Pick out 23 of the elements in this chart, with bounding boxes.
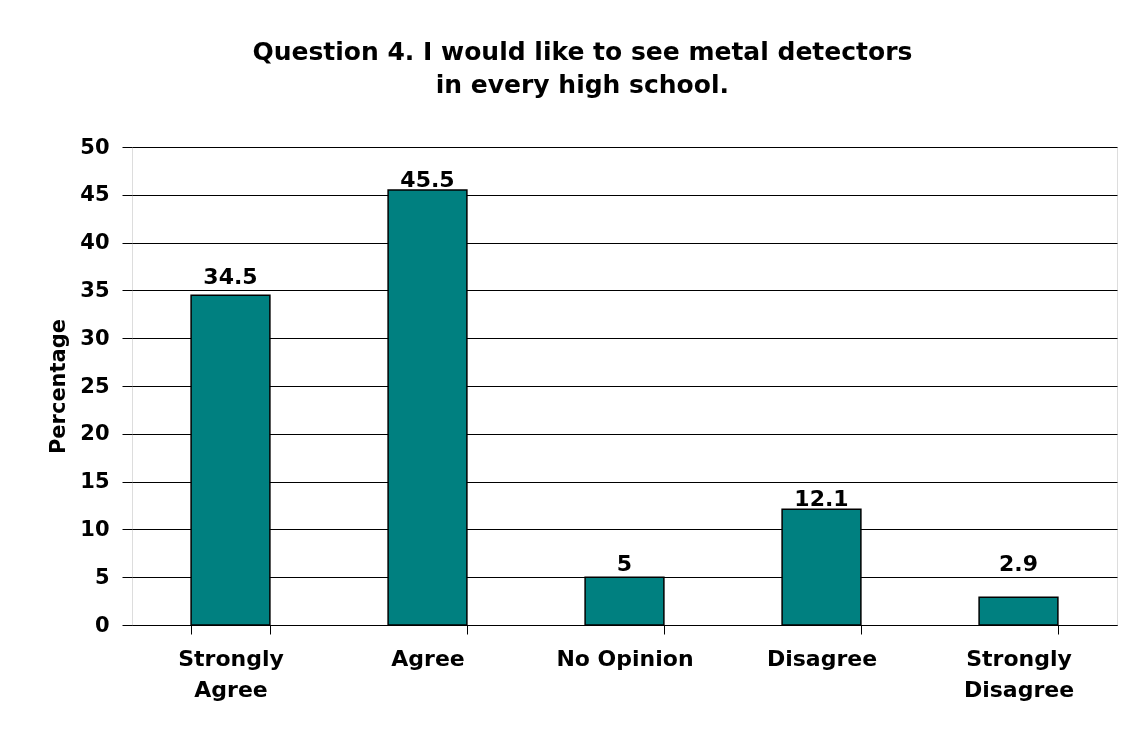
y-tick-label: 30 — [80, 325, 110, 350]
data-label: 5 — [616, 550, 633, 576]
x-tick-label: Disagree — [766, 645, 878, 671]
y-tick-label: 50 — [80, 134, 110, 159]
data-label: 12.1 — [794, 486, 849, 512]
data-label: 2.9 — [999, 550, 1038, 576]
chart-title: Question 4. I would like to see metal detectors in every high school. — [252, 37, 913, 99]
y-tick-label: 35 — [80, 277, 110, 302]
x-tick-label: Strongly Disagree — [963, 645, 1075, 702]
y-tick-label: 25 — [80, 373, 110, 398]
y-axis-title: Percentage — [46, 318, 71, 455]
y-tick-label: 15 — [80, 469, 110, 494]
y-tick-label: 0 — [94, 612, 110, 637]
data-label: 34.5 — [203, 263, 258, 289]
y-tick-label: 10 — [80, 516, 110, 541]
x-tick-label: Strongly Agree — [178, 645, 284, 702]
data-label: 45.5 — [400, 167, 455, 193]
y-tick-label: 45 — [80, 182, 110, 207]
x-tick-label: Agree — [391, 645, 465, 671]
y-tick-label: 5 — [94, 564, 110, 589]
y-tick-label: 40 — [80, 230, 110, 255]
x-tick-label: No Opinion — [556, 645, 694, 671]
y-tick-label: 20 — [80, 421, 110, 446]
